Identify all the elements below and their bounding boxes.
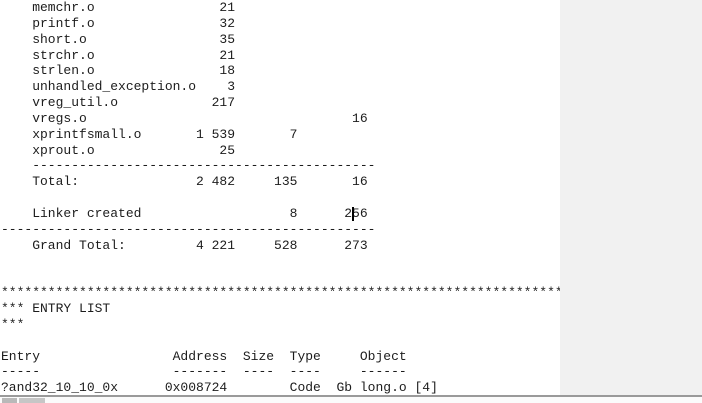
bottom-edge-strip — [0, 397, 702, 403]
bottom-strip-block-2 — [19, 398, 45, 403]
bottom-divider-line — [0, 395, 702, 397]
map-file-text-area[interactable]: memchr.o 21 printf.o 32 short.o 35 strch… — [0, 0, 560, 395]
background-panel — [560, 0, 702, 395]
map-file-text[interactable]: memchr.o 21 printf.o 32 short.o 35 strch… — [1, 0, 560, 395]
text-caret — [352, 207, 354, 221]
bottom-strip-block-1 — [2, 398, 17, 403]
